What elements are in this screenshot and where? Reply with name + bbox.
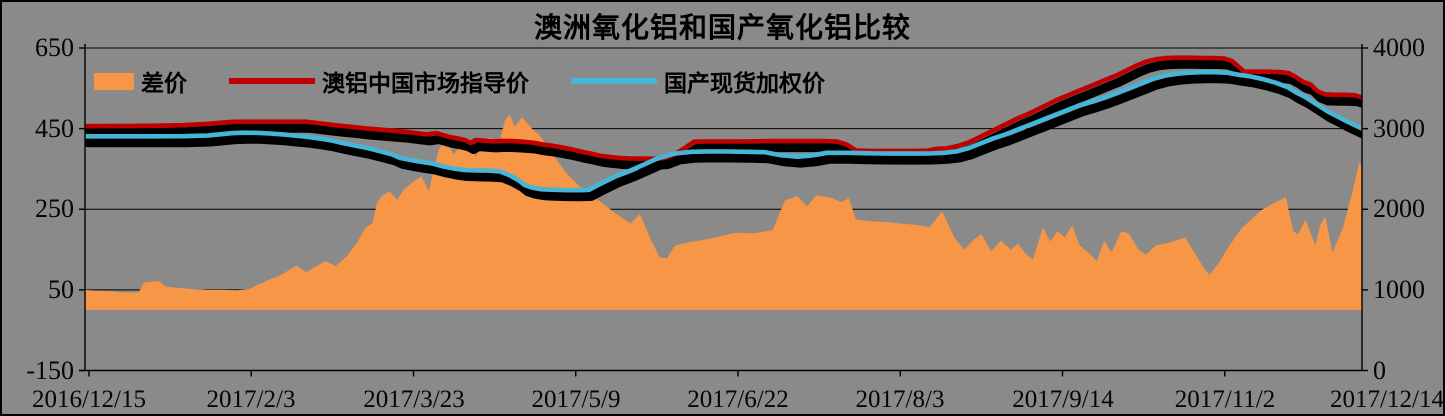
- x-axis-tick-label: 2017/8/3: [855, 386, 945, 413]
- legend-label-spread: 差价: [141, 70, 187, 96]
- orange-area-swatch-icon: [94, 72, 134, 90]
- red-line-swatch-icon: [229, 78, 315, 84]
- right-axis-tick-label: 4000: [1373, 33, 1425, 62]
- x-axis-tick-label: 2017/2/3: [206, 386, 296, 413]
- x-axis-tick-label: 2017/5/9: [531, 386, 621, 413]
- left-axis-tick-label: 450: [35, 114, 74, 143]
- cyan-line-swatch-icon: [571, 78, 657, 84]
- x-axis-tick-label: 2017/3/23: [363, 386, 465, 413]
- legend-item-australian-guide-price: 澳铝中国市场指导价: [229, 64, 529, 98]
- chart-legend: 差价 澳铝中国市场指导价 国产现货加权价: [94, 64, 867, 98]
- chart-title: 澳洲氧化铝和国产氧化铝比较: [533, 12, 911, 43]
- legend-item-domestic-spot-price: 国产现货加权价: [571, 64, 825, 98]
- right-axis-tick-label: 1000: [1373, 275, 1425, 304]
- right-axis-tick-label: 0: [1373, 356, 1386, 385]
- x-axis-tick-label: 2017/11/2: [1174, 386, 1276, 413]
- legend-label-australian-guide-price: 澳铝中国市场指导价: [322, 70, 529, 96]
- x-axis-tick-label: 2017/12/14: [1330, 386, 1444, 413]
- right-axis-tick-label: 3000: [1373, 114, 1425, 143]
- right-axis-tick-label: 2000: [1373, 194, 1425, 223]
- x-axis-tick-label: 2017/9/14: [1012, 386, 1114, 413]
- left-axis-tick-label: 250: [35, 194, 74, 223]
- x-axis-tick-label: 2017/6/22: [687, 386, 789, 413]
- legend-label-domestic-spot-price: 国产现货加权价: [664, 70, 825, 96]
- left-axis-tick-label: 50: [48, 275, 74, 304]
- x-axis-tick-label: 2016/12/15: [32, 386, 146, 413]
- left-axis-tick-label: 650: [35, 33, 74, 62]
- left-axis-tick-label: -150: [26, 356, 74, 385]
- legend-item-spread: 差价: [94, 64, 187, 98]
